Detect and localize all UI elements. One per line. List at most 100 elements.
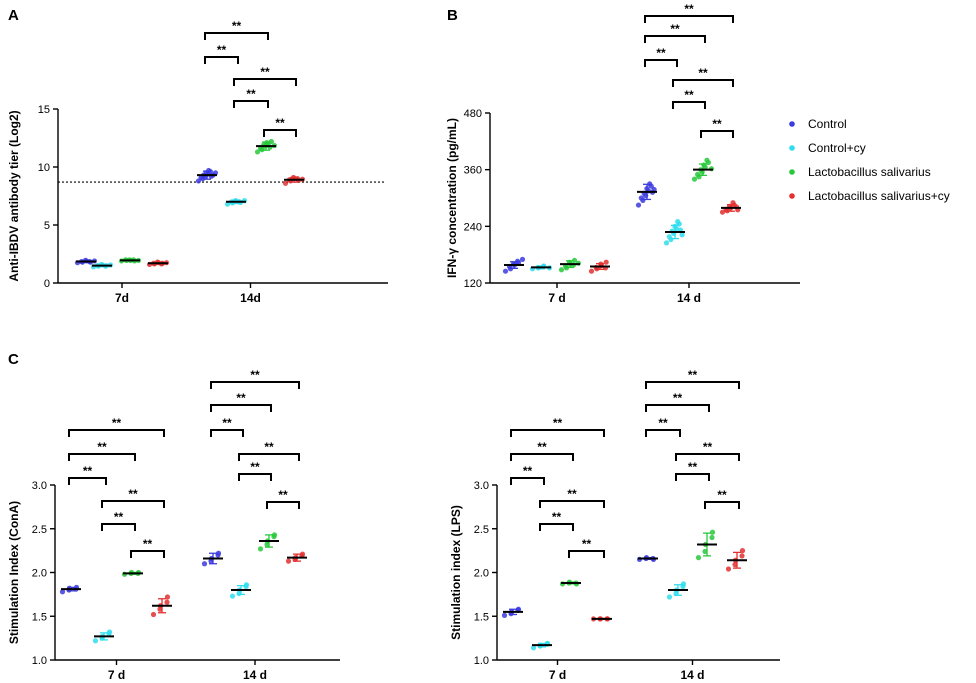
data-point <box>519 256 526 262</box>
y-axis-label: IFN-γ concentration (pg/mL) <box>445 118 459 278</box>
y-tick-label: 1.5 <box>474 611 489 623</box>
data-point <box>666 234 672 240</box>
data-point <box>515 606 522 612</box>
significance-bracket <box>510 453 574 461</box>
significance-bracket <box>210 381 300 389</box>
data-point <box>635 202 642 208</box>
significance-label: ** <box>143 537 153 551</box>
significance-bracket <box>68 453 136 461</box>
y-tick-label: 2.5 <box>32 524 47 536</box>
significance-label: ** <box>217 43 227 57</box>
significance-label: ** <box>260 65 270 79</box>
y-tick-label: 1.0 <box>474 655 489 667</box>
data-point <box>558 267 565 273</box>
significance-label: ** <box>236 391 246 405</box>
y-tick-label: 2.0 <box>474 568 489 580</box>
x-tick-label: 14 d <box>677 291 701 305</box>
y-tick-label: 0 <box>44 278 50 290</box>
significance-label: ** <box>264 440 274 454</box>
significance-label: ** <box>250 368 260 382</box>
legend-marker <box>789 169 795 175</box>
data-point <box>691 176 698 182</box>
data-point <box>709 534 715 541</box>
significance-bracket <box>700 130 734 138</box>
significance-label: ** <box>658 416 668 430</box>
data-point <box>106 629 113 635</box>
chart-panel-A: A 0 5 10 15 Anti-IBDV antibody tier (Log2) 7d 1… <box>7 7 388 305</box>
significance-label: ** <box>567 487 577 501</box>
significance-label: ** <box>523 464 533 478</box>
legend-label: Control+cy <box>808 141 866 155</box>
significance-label: ** <box>552 510 562 524</box>
panel-letter: A <box>8 7 19 24</box>
significance-label: ** <box>246 87 256 101</box>
significance-label: ** <box>275 116 285 130</box>
data-point <box>243 582 250 588</box>
legend-marker <box>789 145 795 151</box>
significance-label: ** <box>688 368 698 382</box>
significance-bracket <box>263 129 297 137</box>
data-point <box>732 562 738 568</box>
significance-label: ** <box>537 440 547 454</box>
y-axis-label: Stimulation index (LPS) <box>449 505 463 640</box>
significance-label: ** <box>112 416 122 430</box>
legend-label: Lactobacillus salivarius <box>808 165 931 179</box>
significance-bracket <box>645 429 681 437</box>
y-tick-label: 240 <box>464 221 482 233</box>
significance-bracket <box>233 100 269 108</box>
significance-bracket <box>204 56 239 64</box>
significance-bracket <box>238 453 300 461</box>
significance-bracket <box>644 59 678 67</box>
data-point <box>695 171 701 177</box>
legend-label: Lactobacillus salivarius+cy <box>808 189 950 203</box>
significance-bracket <box>672 101 706 109</box>
significance-label: ** <box>250 460 260 474</box>
significance-bracket <box>130 550 165 558</box>
x-tick-label: 14d <box>240 291 261 305</box>
significance-label: ** <box>670 22 680 36</box>
data-point <box>603 259 609 265</box>
x-tick-label: 7 d <box>108 668 125 682</box>
significance-label: ** <box>232 19 242 33</box>
data-point <box>702 548 708 555</box>
significance-bracket <box>210 404 272 412</box>
data-point <box>268 138 274 145</box>
data-point <box>709 529 716 535</box>
x-tick-label: 7d <box>115 291 129 305</box>
data-point <box>224 201 231 207</box>
data-point <box>215 550 222 556</box>
significance-bracket <box>675 473 710 481</box>
significance-bracket <box>68 429 165 437</box>
significance-label: ** <box>684 88 694 102</box>
legend: Control Control+cy Lactobacillus salivariu… <box>789 117 950 203</box>
data-point <box>725 566 732 572</box>
chart-panel-C: C 1.0 1.5 2.0 2.5 3.0 Stimulation Index (ConA)… <box>7 351 340 682</box>
data-point <box>666 594 673 600</box>
y-axis-label: Anti-IBDV antibody tier (Log2) <box>7 110 21 281</box>
significance-label: ** <box>688 460 698 474</box>
significance-label: ** <box>83 464 93 478</box>
data-point <box>719 209 726 215</box>
significance-bracket <box>101 500 165 508</box>
significance-bracket <box>644 35 706 43</box>
data-point <box>258 145 264 152</box>
data-point <box>739 553 745 559</box>
significance-label: ** <box>553 416 563 430</box>
significance-label: ** <box>703 440 713 454</box>
significance-label: ** <box>114 510 124 524</box>
significance-bracket <box>645 404 710 412</box>
data-point <box>679 232 685 238</box>
legend-marker <box>789 193 795 199</box>
data-point <box>212 170 219 176</box>
data-point <box>164 594 171 600</box>
panel-letter: C <box>8 351 19 368</box>
y-tick-label: 5 <box>44 220 50 232</box>
significance-bracket <box>68 477 107 485</box>
significance-label: ** <box>222 416 232 430</box>
data-point <box>285 558 292 564</box>
y-tick-label: 360 <box>464 165 482 177</box>
data-point <box>571 257 578 263</box>
y-tick-label: 120 <box>464 278 482 290</box>
y-tick-label: 2.5 <box>474 524 489 536</box>
